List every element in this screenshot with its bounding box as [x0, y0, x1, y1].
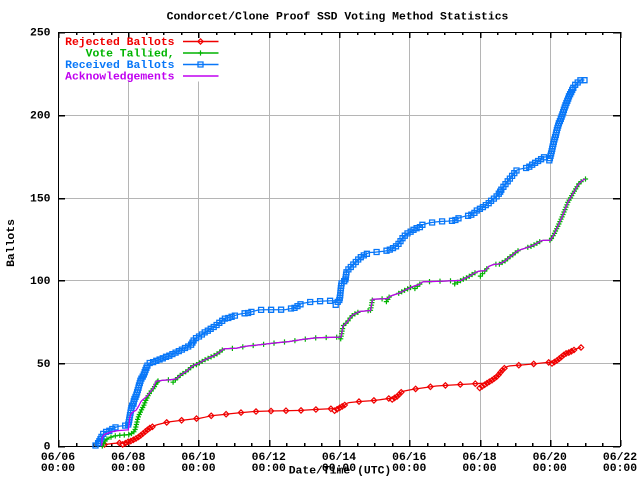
- svg-text:50: 50: [37, 359, 51, 371]
- svg-text:Condorcet/Clone Proof SSD Voti: Condorcet/Clone Proof SSD Voting Method …: [167, 12, 509, 24]
- svg-text:200: 200: [30, 111, 51, 123]
- svg-text:150: 150: [30, 193, 51, 205]
- svg-text:00:00: 00:00: [41, 463, 75, 475]
- svg-text:Received Ballots: Received Ballots: [65, 60, 175, 72]
- svg-text:100: 100: [30, 276, 51, 288]
- svg-text:Ballots: Ballots: [6, 219, 18, 267]
- svg-text:00:00: 00:00: [462, 463, 496, 475]
- svg-text:00:00: 00:00: [392, 463, 426, 475]
- svg-text:06/20: 06/20: [533, 452, 567, 464]
- svg-text:250: 250: [30, 28, 51, 40]
- svg-text:06/10: 06/10: [181, 452, 215, 464]
- svg-text:Rejected Ballots: Rejected Ballots: [65, 37, 175, 49]
- svg-text:06/16: 06/16: [392, 452, 426, 464]
- svg-text:Vote Tallied,: Vote Tallied,: [86, 49, 175, 61]
- svg-text:0: 0: [44, 442, 51, 454]
- svg-text:06/08: 06/08: [111, 452, 145, 464]
- svg-text:06/12: 06/12: [252, 452, 286, 464]
- svg-text:00:00: 00:00: [533, 463, 567, 475]
- svg-text:00:00: 00:00: [322, 463, 356, 475]
- svg-text:06/14: 06/14: [322, 452, 356, 464]
- svg-text:00:00: 00:00: [111, 463, 145, 475]
- svg-text:Acknowledgements: Acknowledgements: [65, 72, 175, 84]
- svg-text:06/06: 06/06: [41, 452, 75, 464]
- svg-text:00:00: 00:00: [603, 463, 637, 475]
- svg-text:06/18: 06/18: [462, 452, 496, 464]
- svg-text:00:00: 00:00: [252, 463, 286, 475]
- svg-text:Date/Time (UTC): Date/Time (UTC): [289, 466, 392, 478]
- svg-text:06/22: 06/22: [603, 452, 637, 464]
- svg-text:00:00: 00:00: [181, 463, 215, 475]
